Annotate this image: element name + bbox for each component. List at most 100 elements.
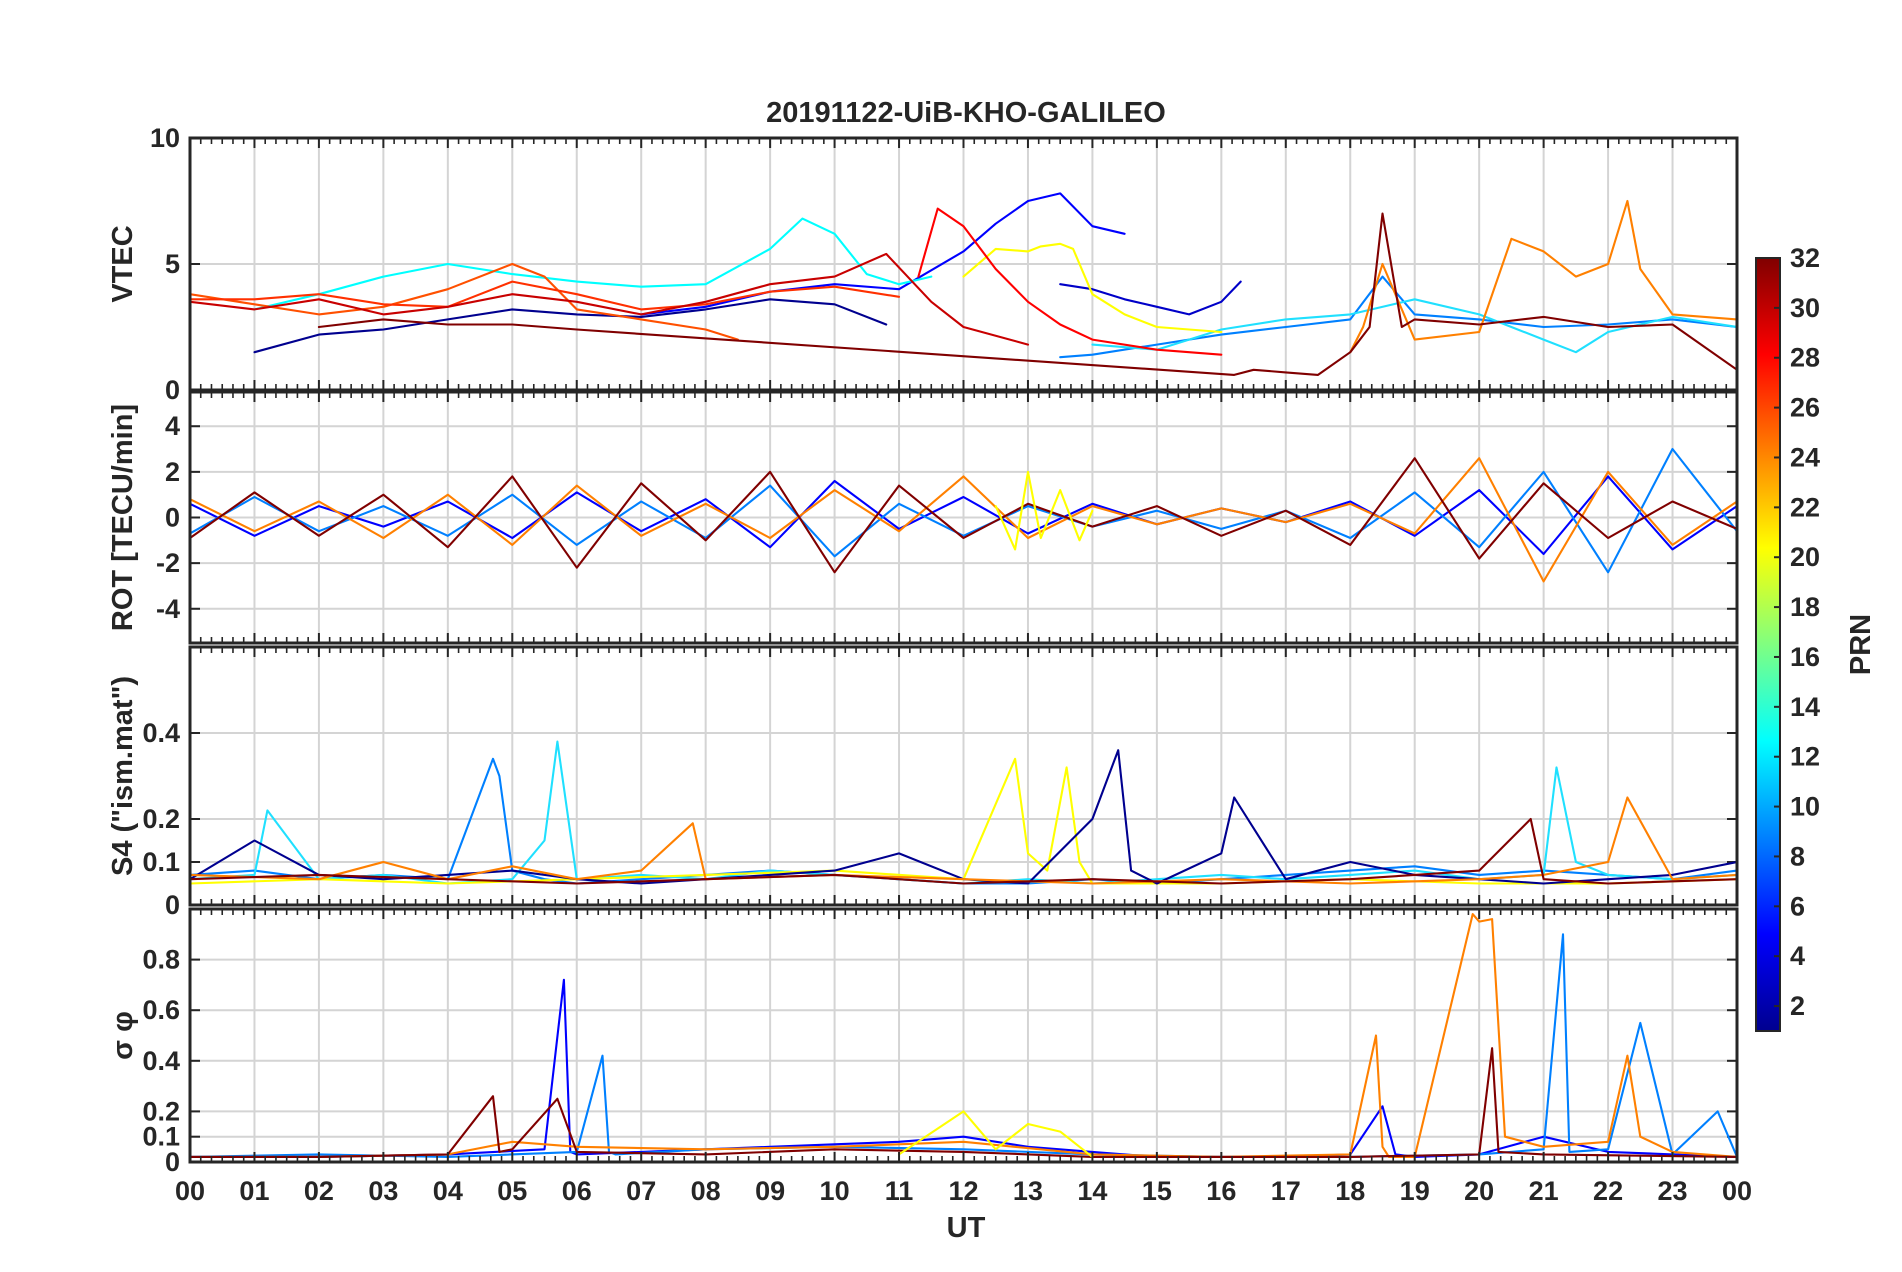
- y-tick-label: -2: [156, 548, 180, 578]
- series-line-2: [1059, 280, 1242, 316]
- series-line-3: [190, 457, 1737, 574]
- colorbar-tick-label: 18: [1790, 592, 1820, 622]
- x-tick-label: 13: [1013, 1176, 1043, 1206]
- colorbar-tick-label: 10: [1790, 792, 1820, 822]
- series-line-12: [317, 212, 1737, 376]
- colorbar-label: PRN: [1845, 614, 1877, 675]
- x-tick-label: 01: [239, 1176, 269, 1206]
- x-tick-label: 04: [433, 1176, 463, 1206]
- series-line-8: [190, 262, 739, 341]
- series-line-2: [190, 457, 1737, 583]
- series-line-1: [190, 447, 1737, 574]
- x-tick-label: 19: [1400, 1176, 1430, 1206]
- colorbar-tick-label: 8: [1790, 841, 1805, 871]
- y-tick-label: 2: [165, 457, 180, 487]
- x-tick-label: 07: [626, 1176, 656, 1206]
- y-tick-label: 0.4: [142, 718, 180, 748]
- panel-frame: [188, 645, 1739, 907]
- y-tick-label: 4: [165, 411, 180, 441]
- colorbar-tick-label: 20: [1790, 542, 1820, 572]
- series-line-5: [190, 817, 1737, 885]
- x-tick-label: 15: [1142, 1176, 1172, 1206]
- series-line-5: [1091, 298, 1737, 354]
- y-tick-label: 0.2: [142, 804, 180, 834]
- x-tick-label: 22: [1593, 1176, 1623, 1206]
- x-tick-label: 21: [1529, 1176, 1559, 1206]
- x-tick-label: 02: [304, 1176, 334, 1206]
- y-tick-label: 0.8: [142, 945, 180, 975]
- colorbar-tick-label: 2: [1790, 991, 1805, 1021]
- y-tick-label: -4: [156, 594, 180, 624]
- x-tick-label: 00: [175, 1176, 205, 1206]
- series-line-2: [190, 913, 1737, 1158]
- series-line-10: [190, 280, 901, 311]
- y-tick-label: 0.4: [142, 1046, 180, 1076]
- x-tick-label: 12: [948, 1176, 978, 1206]
- x-tick-label: 05: [497, 1176, 527, 1206]
- x-tick-label: 00: [1722, 1176, 1752, 1206]
- series-line-3: [253, 217, 933, 311]
- x-axis: 00 01 02 03 04 05 06 07 08 09 10 11 12 13 14 15 16 17 18 19…: [175, 1176, 1752, 1206]
- colorbar-frame: [1755, 257, 1781, 1032]
- x-tick-label: 08: [691, 1176, 721, 1206]
- series-line-4: [190, 796, 1737, 885]
- x-tick-label: 16: [1206, 1176, 1236, 1206]
- panel-frame: [188, 907, 1739, 1164]
- colorbar-tick-label: 14: [1790, 692, 1820, 722]
- series-line-4: [1059, 275, 1737, 359]
- x-tick-label: 11: [885, 1176, 914, 1206]
- series-group: [190, 447, 1737, 583]
- y-tick-label: 0: [165, 1147, 180, 1177]
- colorbar-tick-label: 4: [1790, 941, 1805, 971]
- series-line-3: [190, 1047, 1737, 1158]
- x-tick-label: 23: [1658, 1176, 1688, 1206]
- series-line-11: [190, 252, 1030, 346]
- y-tick-label: 10: [150, 123, 180, 153]
- x-tick-label: 20: [1464, 1176, 1494, 1206]
- y-axis-label: σ φ: [107, 1011, 139, 1060]
- series-line-9: [917, 207, 1223, 356]
- x-tick-label: 18: [1335, 1176, 1365, 1206]
- series-line-0: [190, 475, 1737, 556]
- x-tick-label: 10: [820, 1176, 850, 1206]
- colorbar-tick-label: 6: [1790, 891, 1805, 921]
- colorbar-tick-label: 12: [1790, 742, 1820, 772]
- series-line-6: [962, 242, 1223, 334]
- series-line-7: [1349, 199, 1737, 354]
- panel-3: 00.10.2 0.4 0.6 0.8 σ φ: [107, 907, 1739, 1177]
- panel-1: -4 -2 0 2 4 ROT [TECU/min]: [107, 390, 1739, 645]
- y-tick-label: 0.1: [142, 847, 180, 877]
- panel-frame: [188, 390, 1739, 645]
- y-tick-label: 0: [165, 375, 180, 405]
- panel-frame: [188, 136, 1739, 392]
- series-group: [190, 740, 1737, 885]
- colorbar-tick-label: 22: [1790, 492, 1820, 522]
- x-tick-label: 03: [368, 1176, 398, 1206]
- y-tick-label: 0.1: [142, 1122, 180, 1152]
- colorbar-tick-label: 32: [1790, 243, 1820, 273]
- figure-title: 20191122-UiB-KHO-GALILEO: [766, 97, 1166, 129]
- x-tick-label: 06: [562, 1176, 592, 1206]
- panel-0: 0 5 10 VTEC: [107, 123, 1739, 405]
- x-tick-label: 09: [755, 1176, 785, 1206]
- y-axis-label: ROT [TECU/min]: [107, 404, 139, 631]
- x-tick-label: 17: [1271, 1176, 1301, 1206]
- series-line-2: [190, 757, 1737, 885]
- y-tick-label: 0.6: [142, 995, 180, 1025]
- series-line-4: [897, 1110, 1094, 1158]
- x-tick-label: 14: [1077, 1176, 1107, 1206]
- colorbar-tick-label: 28: [1790, 343, 1820, 373]
- y-axis-label: S4 ("ism.mat"): [107, 676, 139, 876]
- panel-2: 0 0.1 0.2 0.4S4 ("ism.mat"): [107, 645, 1739, 920]
- y-tick-label: 0: [165, 503, 180, 533]
- colorbar-tick-label: 26: [1790, 393, 1820, 423]
- x-axis-label: UT: [947, 1212, 986, 1244]
- colorbar-tick-label: 24: [1790, 442, 1820, 472]
- y-axis-label: VTEC: [107, 225, 139, 302]
- colorbar-tick-label: 16: [1790, 642, 1820, 672]
- colorbar-tick-label: 30: [1790, 293, 1820, 323]
- series-line-1: [640, 192, 1126, 316]
